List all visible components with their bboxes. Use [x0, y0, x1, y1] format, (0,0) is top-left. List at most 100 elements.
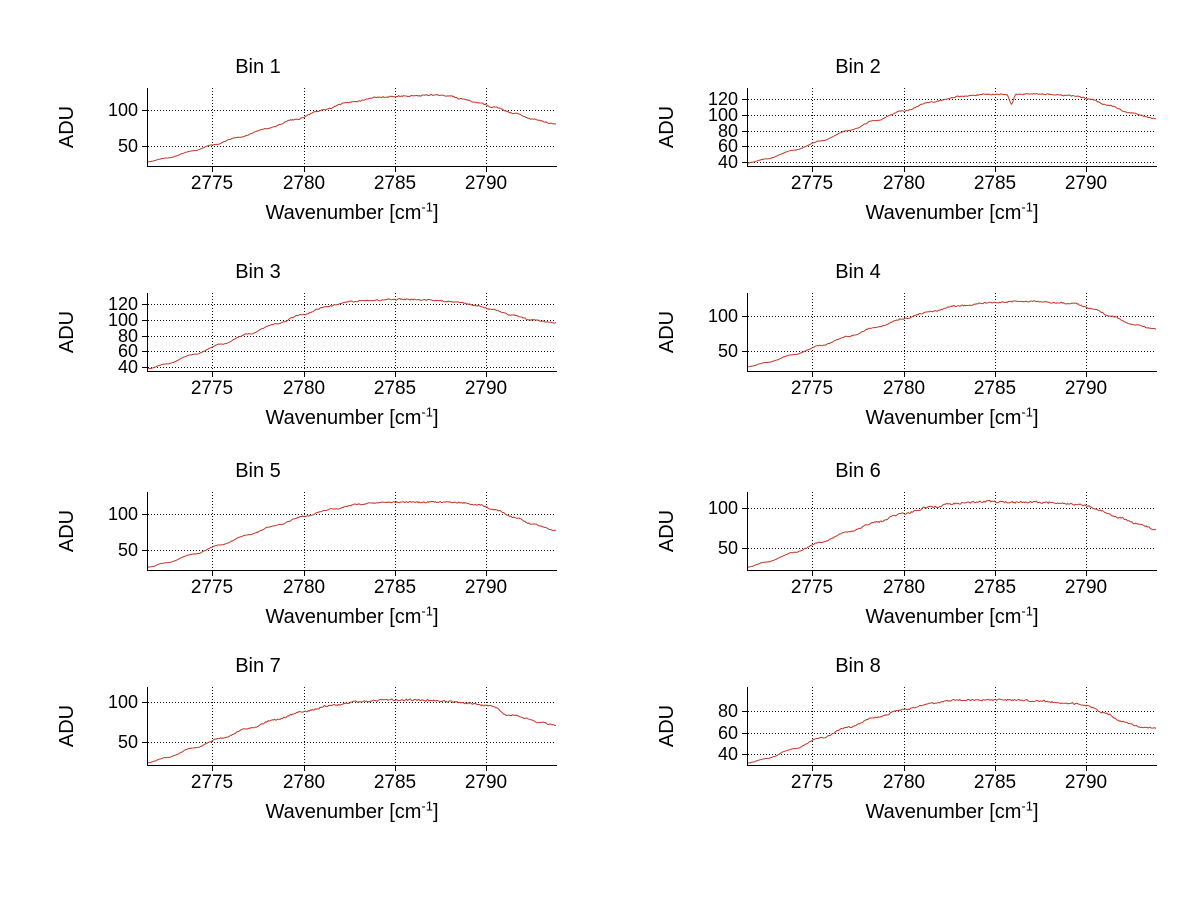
x-tick-mark [395, 765, 396, 771]
plot-area [148, 88, 556, 166]
gridline-vertical [395, 88, 396, 166]
x-tick-label: 2780 [282, 173, 326, 194]
x-axis-label-text: Wavenumber [cm [865, 202, 1022, 224]
panel-title: Bin 3 [235, 261, 281, 283]
x-tick-mark [904, 570, 905, 576]
x-tick-label: 2790 [464, 378, 508, 399]
gridline-vertical [212, 492, 213, 570]
y-tick-label: 60 [717, 136, 738, 156]
y-tick-label-group: 50 100 [92, 687, 142, 765]
spectrum-trace [148, 293, 556, 371]
x-tick-label-group: 2775 2780 2785 2790 [748, 371, 1156, 401]
y-axis-label: ADU [656, 704, 679, 748]
x-axis-label-close: ] [432, 606, 439, 628]
x-tick-mark [1086, 166, 1087, 172]
y-tick-label: 60 [717, 723, 738, 743]
x-tick-label: 2775 [190, 772, 234, 793]
x-axis-label-close: ] [432, 202, 439, 224]
axes: 50 100 ADU 2775 2780 2785 2790 Wavenumber [cm-1… [56, 492, 557, 628]
gridline-horizontal [748, 115, 1156, 116]
x-axis-label-text: Wavenumber [cm [265, 202, 422, 224]
gridline-vertical [304, 492, 305, 570]
x-tick-mark [212, 166, 213, 172]
axes: 50 100 ADU 2775 2780 2785 2790 Wavenumber [cm-1… [56, 687, 557, 823]
gridline-vertical [904, 687, 905, 765]
y-tick-label: 100 [107, 692, 138, 712]
x-tick-label: 2775 [790, 577, 834, 598]
x-axis-label-exponent: -1 [1021, 603, 1033, 619]
gridline-horizontal [748, 754, 1156, 755]
panel-bin-7: Bin 7 50 100 ADU 2775 2780 2785 2790 Wavenumber… [0, 647, 600, 848]
x-tick-label: 2790 [1064, 378, 1108, 399]
x-tick-label: 2785 [373, 577, 417, 598]
plot-area [748, 687, 1156, 765]
x-tick-mark [304, 765, 305, 771]
gridline-vertical [995, 492, 996, 570]
x-tick-mark [304, 371, 305, 377]
x-axis-label-close: ] [432, 407, 439, 429]
x-axis-label-exponent: -1 [1021, 199, 1033, 215]
x-tick-mark [395, 166, 396, 172]
gridline-horizontal [748, 733, 1156, 734]
x-axis-label-text: Wavenumber [cm [265, 606, 422, 628]
y-tick-mark [142, 514, 148, 515]
y-axis-line [147, 293, 148, 371]
y-tick-mark [742, 146, 748, 147]
y-tick-label-group: 50 100 [692, 293, 742, 371]
x-axis-label-close: ] [1032, 202, 1039, 224]
x-axis-label-exponent: -1 [421, 603, 433, 619]
y-tick-mark [142, 320, 148, 321]
panel-bin-1: Bin 1 50 100 ADU 2775 2780 2785 2790 Wavenumber… [0, 48, 600, 249]
x-tick-mark [304, 166, 305, 172]
y-tick-label: 80 [117, 326, 138, 346]
gridline-vertical [395, 293, 396, 371]
y-tick-label: 50 [117, 136, 138, 156]
gridline-horizontal [148, 320, 556, 321]
gridline-vertical [1086, 492, 1087, 570]
x-axis-line [747, 765, 1157, 766]
panel-bin-4: Bin 4 50 100 ADU 2775 2780 2785 2790 Wavenumber… [600, 253, 1200, 454]
x-tick-label: 2785 [373, 378, 417, 399]
y-tick-label-group: 50 100 [92, 88, 142, 166]
x-tick-mark [812, 371, 813, 377]
x-axis-label: Wavenumber [cm-1] [148, 798, 556, 823]
x-tick-label: 2780 [282, 577, 326, 598]
plot-area [148, 293, 556, 371]
x-tick-mark [812, 570, 813, 576]
y-tick-label: 120 [107, 294, 138, 314]
y-axis-label: ADU [656, 105, 679, 149]
gridline-horizontal [748, 99, 1156, 100]
x-tick-label: 2780 [882, 173, 926, 194]
x-tick-label: 2790 [1064, 772, 1108, 793]
x-tick-mark [1086, 570, 1087, 576]
gridline-vertical [486, 492, 487, 570]
y-axis-line [747, 293, 748, 371]
y-axis-line [147, 492, 148, 570]
x-tick-mark [812, 765, 813, 771]
gridline-vertical [304, 293, 305, 371]
x-tick-mark [812, 166, 813, 172]
gridline-horizontal [148, 146, 556, 147]
gridline-vertical [486, 687, 487, 765]
x-axis-label-exponent: -1 [421, 798, 433, 814]
plot-area [748, 88, 1156, 166]
y-axis-line [747, 492, 748, 570]
gridline-vertical [486, 88, 487, 166]
y-tick-mark [142, 702, 148, 703]
gridline-vertical [995, 687, 996, 765]
y-tick-label: 100 [107, 310, 138, 330]
x-tick-label: 2775 [790, 378, 834, 399]
x-tick-mark [1086, 371, 1087, 377]
x-tick-mark [904, 166, 905, 172]
x-tick-mark [904, 765, 905, 771]
x-tick-mark [995, 166, 996, 172]
panel-bin-6: Bin 6 50 100 ADU 2775 2780 2785 2790 Wavenumber… [600, 452, 1200, 653]
x-tick-mark [212, 570, 213, 576]
y-axis-line [747, 687, 748, 765]
y-axis-line [747, 88, 748, 166]
y-tick-label: 100 [107, 100, 138, 120]
y-tick-label-group: 40 60 80 [692, 687, 742, 765]
gridline-horizontal [748, 131, 1156, 132]
axes: 50 100 ADU 2775 2780 2785 2790 Wavenumber [cm-1… [656, 293, 1157, 429]
y-tick-label: 100 [707, 306, 738, 326]
